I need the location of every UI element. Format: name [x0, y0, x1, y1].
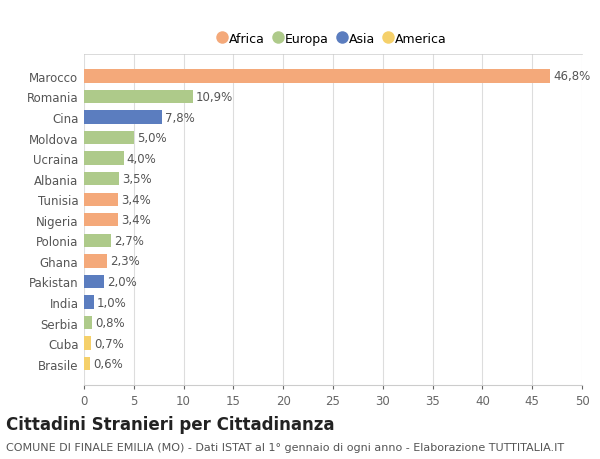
Bar: [84, 213, 118, 227]
Legend: Africa, Europa, Asia, America: Africa, Europa, Asia, America: [219, 33, 447, 45]
Text: 2,7%: 2,7%: [114, 235, 144, 247]
Bar: [84, 255, 107, 268]
Text: 5,0%: 5,0%: [137, 132, 166, 145]
Bar: [84, 234, 111, 247]
Text: 1,0%: 1,0%: [97, 296, 127, 309]
Text: 3,5%: 3,5%: [122, 173, 151, 186]
Text: COMUNE DI FINALE EMILIA (MO) - Dati ISTAT al 1° gennaio di ogni anno - Elaborazi: COMUNE DI FINALE EMILIA (MO) - Dati ISTA…: [6, 442, 564, 452]
Bar: [84, 90, 193, 104]
Text: 4,0%: 4,0%: [127, 152, 157, 165]
Text: 0,6%: 0,6%: [93, 358, 123, 370]
Text: 2,0%: 2,0%: [107, 275, 137, 288]
Text: Cittadini Stranieri per Cittadinanza: Cittadini Stranieri per Cittadinanza: [6, 415, 335, 433]
Text: 10,9%: 10,9%: [196, 91, 233, 104]
Text: 0,7%: 0,7%: [94, 337, 124, 350]
Text: 2,3%: 2,3%: [110, 255, 140, 268]
Bar: [84, 275, 104, 289]
Text: 3,4%: 3,4%: [121, 193, 151, 206]
Bar: [84, 296, 94, 309]
Bar: [84, 152, 124, 165]
Text: 46,8%: 46,8%: [553, 70, 590, 83]
Bar: [84, 316, 92, 330]
Bar: [84, 173, 119, 186]
Text: 0,8%: 0,8%: [95, 316, 125, 330]
Bar: [84, 193, 118, 207]
Bar: [84, 357, 90, 370]
Bar: [84, 337, 91, 350]
Bar: [84, 132, 134, 145]
Bar: [84, 70, 550, 84]
Text: 3,4%: 3,4%: [121, 214, 151, 227]
Text: 7,8%: 7,8%: [164, 111, 194, 124]
Bar: [84, 111, 161, 124]
